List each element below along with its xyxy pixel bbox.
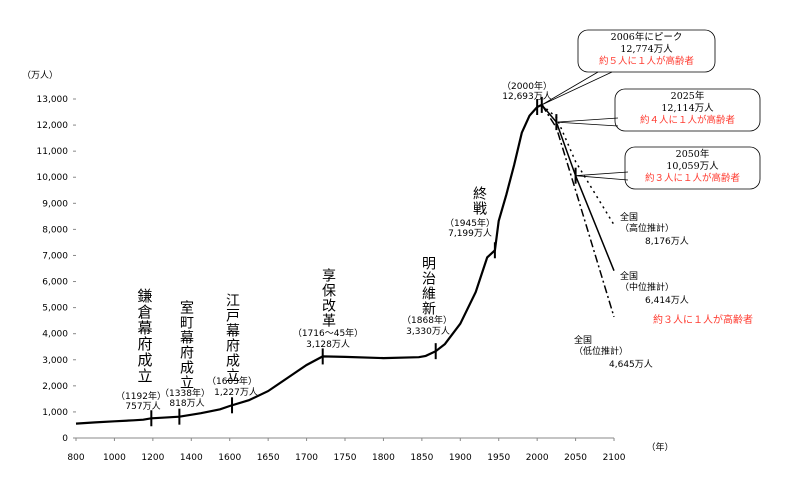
event-pop-muromachi: 818万人 <box>169 399 205 409</box>
event-pop-kyoho: 3,128万人 <box>306 340 350 350</box>
y-tick-label: 0 <box>62 434 68 444</box>
event-pop-kamakura: 757万人 <box>125 402 161 412</box>
series-line-3 <box>541 104 615 318</box>
x-tick-label: 1900 <box>449 453 472 463</box>
x-tick-label: 1700 <box>295 453 318 463</box>
projection-mid-label: 全国 （中位推計） 6,414万人 <box>620 272 689 307</box>
projection-high-line2: （高位推計） <box>620 224 675 234</box>
event-title-war-end: 終戦 <box>471 186 487 216</box>
callout-tail-0 <box>541 71 613 106</box>
y-tick-label: 10,000 <box>37 173 69 183</box>
y-tick-label: 12,000 <box>37 121 69 131</box>
projection-low-line2: （低位推計） <box>574 347 629 357</box>
x-tick-label: 1200 <box>141 453 164 463</box>
y-tick-label: 6,000 <box>42 278 68 288</box>
x-tick-label: 1400 <box>180 453 203 463</box>
y-axis-label: （万人） <box>21 71 59 81</box>
x-tick-label: 1850 <box>410 453 433 463</box>
series-line-0 <box>75 103 543 425</box>
event-title-edo: 江戸幕府成立 <box>224 293 240 383</box>
projection-low-pop: 4,645万人 <box>609 360 653 370</box>
callout-box-1 <box>614 88 761 132</box>
event-pop-meiji: 3,330万人 <box>406 327 450 337</box>
x-tick-label: 1000 <box>103 453 126 463</box>
x-axis-label: （年） <box>646 443 674 453</box>
x-tick-label: 1800 <box>372 453 395 463</box>
callout-2025: 2025年 12,114万人 約４人に１人が高齢者 <box>615 91 760 127</box>
series-line-1 <box>541 104 615 226</box>
point-2000-pop: 12,693万人 <box>502 92 552 102</box>
projection-mid-line1: 全国 <box>620 272 639 282</box>
y-tick-label: 2,000 <box>42 382 68 392</box>
callout-2025-line3: 約４人に１人が高齢者 <box>639 115 735 126</box>
y-tick-label: 13,000 <box>37 95 69 105</box>
event-title-kyoho: 享保改革 <box>320 268 336 328</box>
x-tick-label: 2050 <box>564 453 587 463</box>
event-year-muromachi: （1338年） <box>160 389 210 399</box>
projection-mid-pop: 6,414万人 <box>645 296 689 306</box>
event-year-meiji: （1868年） <box>402 316 452 326</box>
callout-2050-line3: 約３人に１人が高齢者 <box>644 173 740 184</box>
event-pop-war-end: 7,199万人 <box>448 229 492 239</box>
callout-2025-line1: 2025年 <box>670 91 705 102</box>
series-line-2 <box>541 104 615 271</box>
y-tick-label: 1,000 <box>42 408 68 418</box>
x-tick-label: 1750 <box>334 453 357 463</box>
projection-low-label: 全国 （低位推計） 4,645万人 <box>574 336 653 371</box>
callout-2006-line2: 12,774万人 <box>620 44 673 55</box>
x-tick-label: 2100 <box>603 453 626 463</box>
event-title-meiji: 明治維新 <box>420 256 436 316</box>
y-tick-label: 11,000 <box>37 147 69 157</box>
callout-2050-line1: 2050年 <box>675 149 710 160</box>
callout-box-0 <box>577 29 716 73</box>
callout-tail-1 <box>556 117 619 127</box>
event-pop-edo: 1,227万人 <box>214 388 258 398</box>
y-tick-label: 7,000 <box>42 251 68 261</box>
callout-2006-line3: 約５人に１人が高齢者 <box>598 56 694 67</box>
projection-high-label: 全国 （高位推計） 8,176万人 <box>620 213 689 248</box>
projection-high-pop: 8,176万人 <box>645 237 689 247</box>
projection-high-line1: 全国 <box>620 213 639 223</box>
x-tick-label: 800 <box>67 453 84 463</box>
y-tick-label: 5,000 <box>42 304 68 314</box>
x-tick-label: 1650 <box>257 453 280 463</box>
callout-box-2 <box>624 146 761 190</box>
event-title-kamakura: 鎌倉幕府成立 <box>135 288 154 384</box>
event-title-muromachi: 室町幕府成立 <box>178 300 194 390</box>
projection-low-line1: 全国 <box>574 336 593 346</box>
projection-mid-line2: （中位推計） <box>620 283 675 293</box>
point-2000-year: （2000年） <box>502 82 552 92</box>
callout-2025-line2: 12,114万人 <box>661 103 714 114</box>
y-tick-label: 8,000 <box>42 225 68 235</box>
callout-tail-2 <box>575 171 629 181</box>
x-tick-label: 1600 <box>218 453 241 463</box>
y-tick-label: 4,000 <box>42 330 68 340</box>
y-tick-label: 3,000 <box>42 356 68 366</box>
callout-2050-line2: 10,059万人 <box>666 161 719 172</box>
event-year-kamakura: （1192年） <box>116 392 166 402</box>
y-tick-label: 9,000 <box>42 199 68 209</box>
callout-2006: 2006年にピーク 12,774万人 約５人に１人が高齢者 <box>578 32 715 68</box>
x-tick-label: 1950 <box>487 453 510 463</box>
event-year-edo: （1603年） <box>207 377 257 387</box>
callout-2050: 2050年 10,059万人 約３人に１人が高齢者 <box>625 149 760 185</box>
event-year-kyoho: （1716～45年） <box>292 329 364 339</box>
event-year-war-end: （1945年） <box>445 219 495 229</box>
callout-2006-line1: 2006年にピーク <box>610 32 683 43</box>
x-tick-label: 2000 <box>526 453 549 463</box>
projection-mid-note: 約３人に１人が高齢者 <box>653 315 753 326</box>
